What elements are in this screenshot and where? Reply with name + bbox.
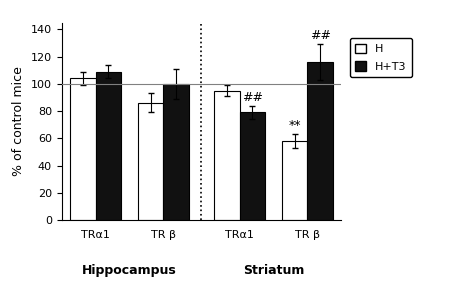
Text: ##: ## [310, 29, 330, 42]
Bar [96, 72, 121, 220]
Y-axis label: % of control mice: % of control mice [12, 66, 25, 176]
Legend: H, H+T3: H, H+T3 [350, 38, 412, 77]
Bar [164, 84, 189, 220]
Text: Hippocampus: Hippocampus [82, 263, 177, 277]
Text: Striatum: Striatum [243, 263, 304, 277]
Text: **: ** [288, 119, 301, 132]
Bar [307, 62, 333, 220]
Bar [214, 91, 239, 220]
Bar [138, 103, 164, 220]
Bar [239, 113, 265, 220]
Text: ##: ## [242, 91, 263, 103]
Bar [70, 78, 96, 220]
Bar [282, 141, 307, 220]
